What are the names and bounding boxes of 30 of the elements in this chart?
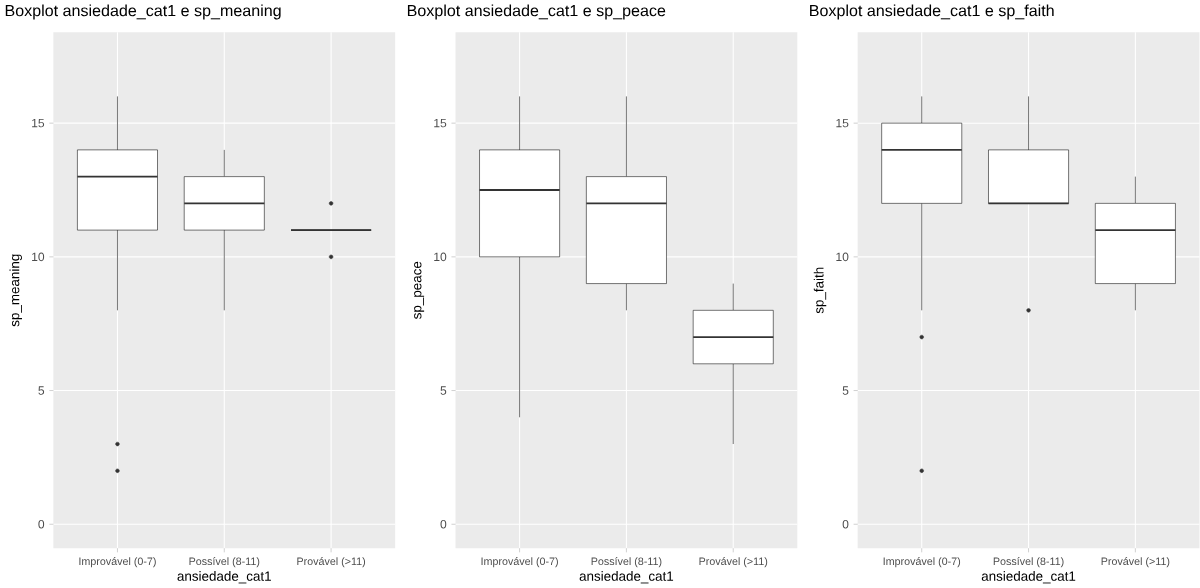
chart-title: Boxplot ansiedade_cat1 e sp_peace [407, 4, 666, 20]
y-tick-label: 0 [38, 520, 45, 529]
x-tick-label: Possível (8-11) [591, 557, 662, 568]
x-tick-label: Provável (>11) [699, 557, 768, 568]
y-axis-title: sp_faith [813, 267, 827, 314]
x-tick-label: Improvável (0-7) [481, 557, 558, 568]
y-tick-label: 10 [836, 252, 849, 262]
y-tick-label: 10 [32, 252, 45, 262]
chart-title: Boxplot ansiedade_cat1 e sp_faith [810, 4, 1054, 20]
y-tick-label: 15 [32, 119, 45, 128]
y-tick-label: 0 [842, 520, 849, 529]
y-tick-label: 0 [440, 520, 447, 529]
x-tick-label: Provável (>11) [297, 557, 366, 568]
y-tick-label: 5 [842, 386, 849, 395]
x-tick-label: Possível (8-11) [993, 557, 1064, 568]
y-tick-label: 15 [434, 119, 447, 128]
y-tick-label: 5 [440, 386, 447, 395]
y-axis-title: sp_peace [414, 261, 425, 320]
x-axis-title: ansiedade_cat1 [981, 571, 1076, 584]
x-tick-label: Provável (>11) [1101, 557, 1170, 568]
x-tick-label: Improvável (0-7) [883, 557, 961, 568]
y-tick-label: 15 [836, 119, 849, 128]
chart-title: Boxplot ansiedade_cat1 e sp_meaning [5, 4, 281, 20]
x-tick-label: Improvável (0-7) [79, 557, 156, 568]
y-axis-title: sp_meaning [9, 254, 22, 327]
x-tick-label: Possível (8-11) [189, 557, 260, 568]
x-axis-title: ansiedade_cat1 [177, 571, 271, 584]
y-tick-label: 10 [434, 252, 447, 262]
x-axis-title: ansiedade_cat1 [579, 571, 674, 584]
y-tick-label: 5 [38, 386, 45, 395]
